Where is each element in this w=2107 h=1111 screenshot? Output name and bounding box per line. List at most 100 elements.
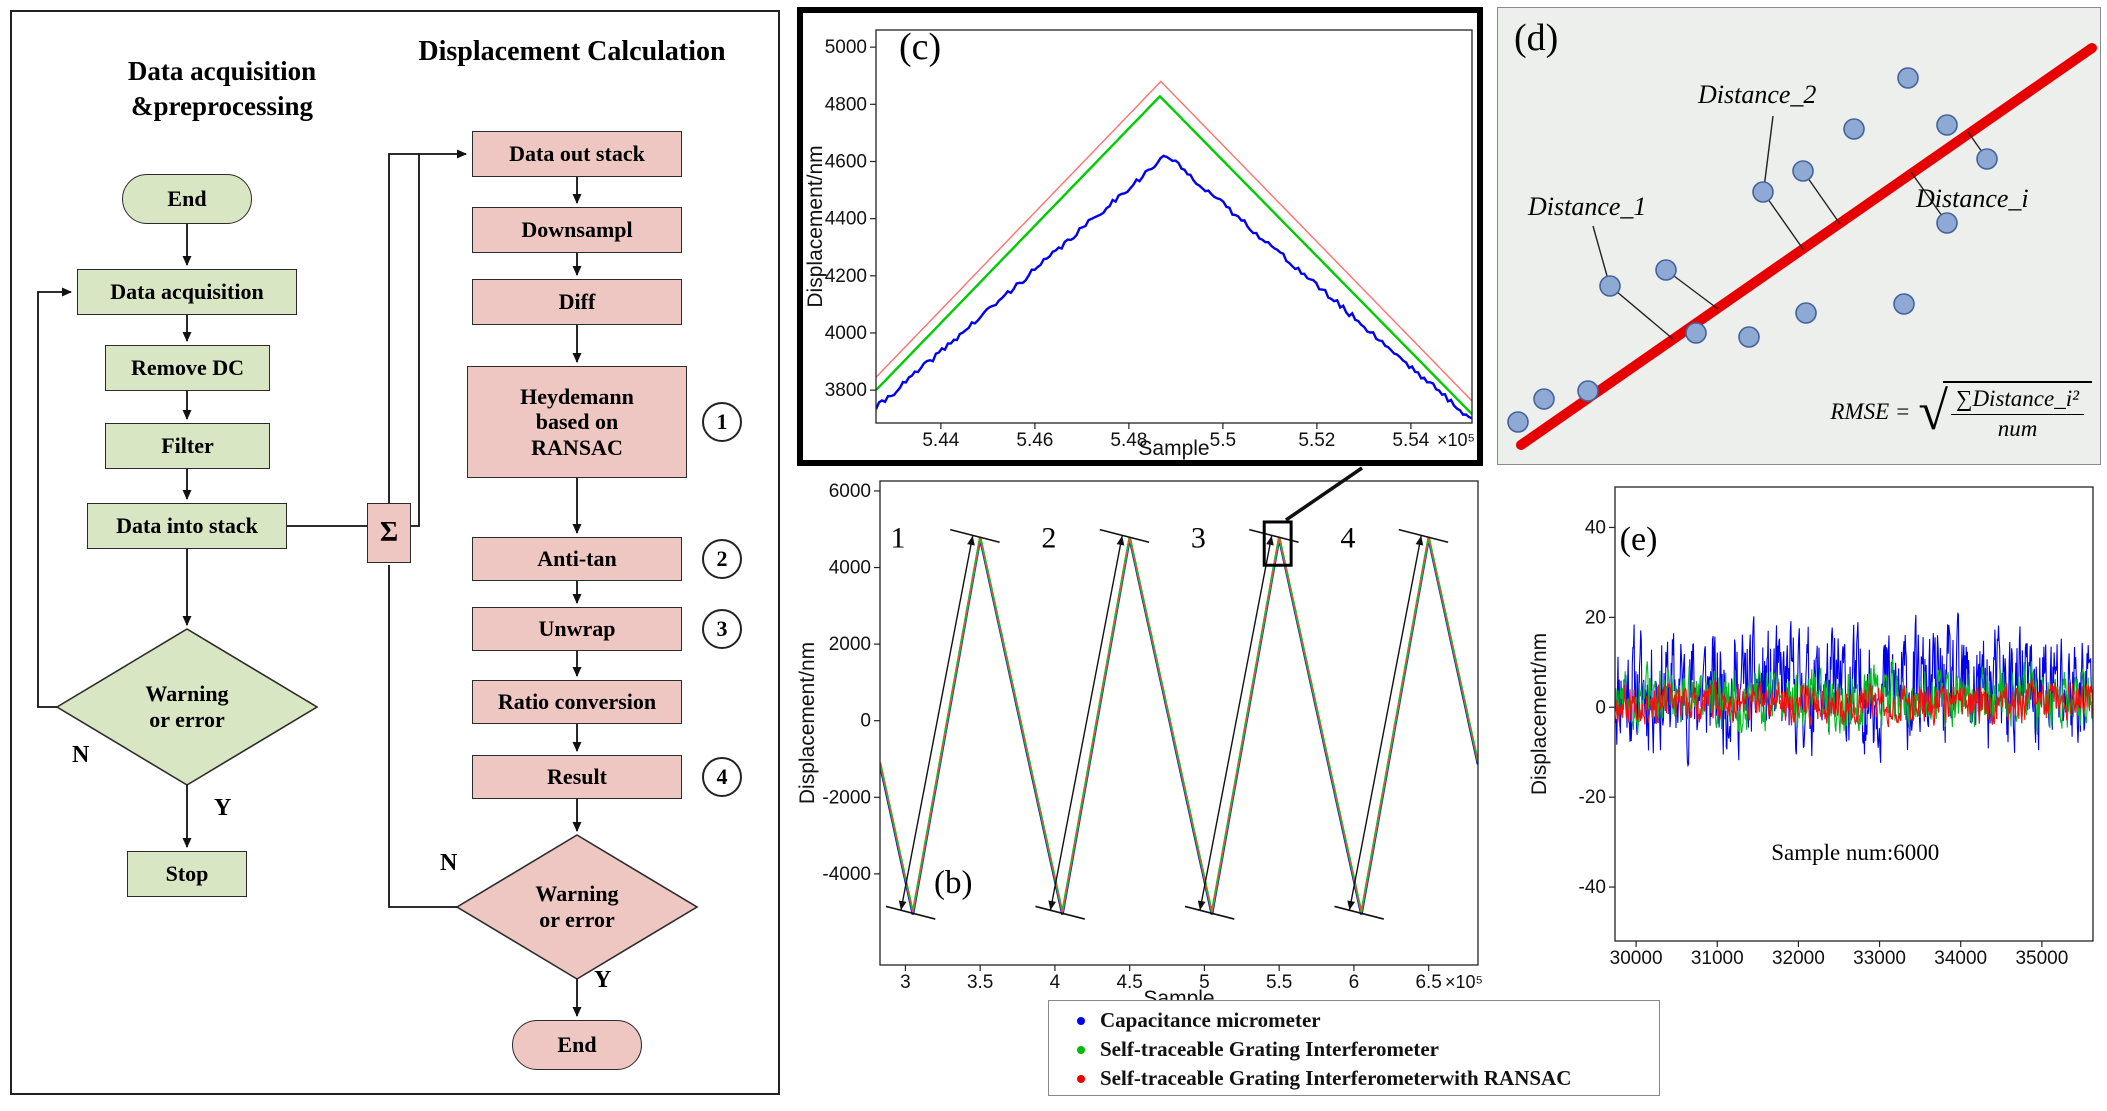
node-heydemann-ransac: Heydemann based on RANSAC — [467, 366, 687, 478]
svg-text:4800: 4800 — [825, 94, 867, 115]
legend-item-grating-interferometer: Self-traceable Grating Interferometer — [1049, 1035, 1659, 1064]
svg-text:4000: 4000 — [829, 558, 871, 579]
legend-marker-blue-icon — [1077, 1016, 1085, 1025]
svg-text:5.5: 5.5 — [1210, 430, 1236, 451]
svg-text:33000: 33000 — [1853, 948, 1906, 969]
legend-marker-green-icon — [1077, 1045, 1085, 1054]
decision-diamond-right — [455, 834, 699, 980]
step-circle-1: 1 — [702, 402, 742, 442]
step-circle-3: 3 — [702, 609, 742, 649]
svg-text:3800: 3800 — [825, 380, 867, 401]
node-diff: Diff — [472, 279, 682, 325]
label-y-right: Y — [594, 967, 612, 993]
flowchart-panel: Data acquisition &preprocessing Displace… — [10, 10, 780, 1095]
flowchart-connectors — [37, 149, 699, 1017]
node-unwrap: Unwrap — [472, 607, 682, 651]
svg-text:4400: 4400 — [825, 209, 867, 230]
node-ratio-conversion: Ratio conversion — [472, 680, 682, 724]
svg-text:Displacement/nm: Displacement/nm — [796, 642, 819, 804]
node-result: Result — [472, 755, 682, 799]
svg-text:Displacement/nm: Displacement/nm — [804, 145, 827, 307]
node-sigma: Σ — [367, 503, 411, 563]
node-downsampl: Downsampl — [472, 207, 682, 253]
svg-text:5.54: 5.54 — [1392, 430, 1429, 451]
distance-2-label: Distance_2 — [1698, 80, 1817, 109]
svg-text:31000: 31000 — [1691, 948, 1744, 969]
chart-c: 5.44 5.46 5.48 5.5 5.52 5.54 3800 4000 4200 4400 4… — [804, 29, 1475, 460]
node-stop: Stop — [127, 851, 247, 897]
label-n-left: N — [72, 742, 90, 768]
label-n-right: N — [440, 850, 458, 876]
radical-sign: √ — [1918, 380, 1949, 441]
legend-item-capacitance: Capacitance micrometer — [1049, 1006, 1659, 1035]
step-circle-2: 2 — [702, 539, 742, 579]
panel-label-d: (d) — [1514, 17, 1559, 59]
svg-text:6: 6 — [1349, 972, 1360, 993]
legend-marker-red-icon — [1077, 1074, 1085, 1083]
svg-text:5.48: 5.48 — [1110, 430, 1147, 451]
rmse-lhs: RMSE = — [1830, 398, 1911, 424]
svg-text:6.5: 6.5 — [1415, 972, 1441, 993]
rmse-numerator: ∑Distance_i² — [1951, 386, 2084, 415]
svg-text:-20: -20 — [1579, 787, 1606, 808]
legend-label: Capacitance micrometer — [1100, 1008, 1321, 1032]
svg-text:0: 0 — [1595, 697, 1606, 718]
right-column-title: Displacement Calculation — [418, 36, 726, 67]
svg-text:2: 2 — [1041, 522, 1056, 555]
svg-text:35000: 35000 — [2015, 948, 2068, 969]
chart-e: 30000 31000 32000 33000 34000 35000 -40 -20 0 20 4… — [1528, 486, 2094, 969]
svg-text:4.5: 4.5 — [1116, 972, 1142, 993]
svg-text:40: 40 — [1585, 517, 1606, 538]
panel-c-zoom-plot: 5.44 5.46 5.48 5.5 5.52 5.54 3800 4000 4200 4400 4… — [797, 7, 1483, 466]
svg-text:32000: 32000 — [1772, 948, 1825, 969]
node-filter: Filter — [105, 423, 270, 469]
svg-text:4200: 4200 — [825, 266, 867, 287]
svg-text:3: 3 — [1191, 522, 1206, 555]
node-end-top: End — [122, 174, 252, 224]
node-end-bottom: End — [512, 1020, 642, 1070]
zoom-connector-line — [1285, 466, 1363, 522]
svg-text:30000: 30000 — [1610, 948, 1663, 969]
svg-text:×10⁵: ×10⁵ — [1437, 430, 1475, 450]
svg-text:1: 1 — [890, 522, 905, 555]
svg-text:34000: 34000 — [1934, 948, 1987, 969]
node-anti-tan: Anti-tan — [472, 537, 682, 581]
svg-text:5.46: 5.46 — [1016, 430, 1053, 451]
svg-text:Displacement/nm: Displacement/nm — [1528, 633, 1551, 795]
svg-text:5.52: 5.52 — [1298, 430, 1335, 451]
node-data-into-stack: Data into stack — [87, 503, 287, 549]
svg-text:5.5: 5.5 — [1266, 972, 1292, 993]
ransac-scatter — [1498, 8, 2100, 464]
svg-text:6000: 6000 — [829, 481, 871, 502]
svg-text:(e): (e) — [1620, 521, 1658, 558]
distance-i-label: Distance_i — [1916, 184, 2029, 213]
rmse-formula: RMSE = √ ∑Distance_i² num — [1830, 381, 2092, 442]
step-circle-4: 4 — [702, 757, 742, 797]
svg-text:20: 20 — [1585, 607, 1606, 628]
svg-text:2000: 2000 — [829, 634, 871, 655]
chart-b: 3 3.5 4 4.5 5 5.5 6 6.5-4000-20000200040006000S… — [796, 480, 1483, 1010]
svg-text:-2000: -2000 — [822, 787, 871, 808]
node-warning-or-error-right: Warning or error — [535, 880, 619, 932]
legend-item-grating-interferometer-ransac: Self-traceable Grating Interferometerwit… — [1049, 1064, 1659, 1093]
svg-text:0: 0 — [860, 711, 871, 732]
distance-1-label: Distance_1 — [1528, 192, 1647, 221]
svg-text:Sample num:6000: Sample num:6000 — [1771, 840, 1939, 865]
left-column-title: Data acquisition &preprocessing — [127, 56, 317, 122]
decision-diamond-left — [55, 628, 319, 786]
svg-text:(b): (b) — [934, 865, 972, 901]
panel-d-ransac-illustration: (d) Distance_1 Distance_2 Distance_i RMS… — [1497, 7, 2101, 465]
legend: Capacitance micrometer Self-traceable Gr… — [1048, 1000, 1660, 1096]
node-data-acquisition: Data acquisition — [77, 269, 297, 315]
svg-text:Sample: Sample — [1138, 437, 1209, 460]
node-warning-or-error-left: Warning or error — [145, 680, 229, 732]
rmse-denominator: num — [1997, 416, 2038, 441]
legend-label: Self-traceable Grating Interferometerwit… — [1100, 1066, 1572, 1090]
svg-text:4: 4 — [1340, 522, 1355, 555]
node-remove-dc: Remove DC — [105, 345, 270, 391]
svg-text:5.44: 5.44 — [922, 430, 959, 451]
svg-text:5: 5 — [1199, 972, 1210, 993]
svg-text:-4000: -4000 — [822, 864, 871, 885]
svg-text:5000: 5000 — [825, 37, 867, 58]
